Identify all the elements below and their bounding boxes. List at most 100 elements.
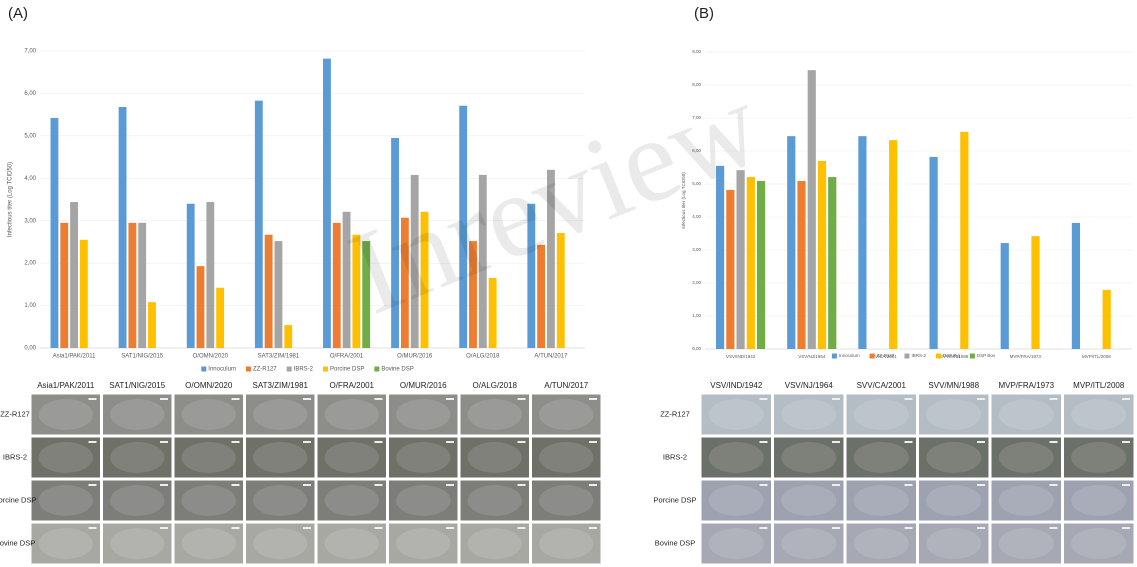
micrograph xyxy=(990,479,1062,522)
micrograph-well xyxy=(110,399,165,430)
micrograph xyxy=(102,522,173,565)
micrograph-well xyxy=(853,485,909,516)
bar xyxy=(410,174,419,348)
micrograph-well xyxy=(253,528,308,559)
bar xyxy=(807,70,816,350)
y-tick-label: 2,00 xyxy=(692,280,701,285)
scale-bar xyxy=(832,527,840,529)
micrograph xyxy=(1063,436,1135,479)
micrograph-well xyxy=(708,528,764,559)
micrograph xyxy=(990,522,1062,565)
micrograph-column-label: VSV/NJ/1964 xyxy=(785,381,834,390)
x-tick-label: SVV/MN/1988 xyxy=(940,354,969,359)
scale-bar xyxy=(589,441,597,443)
micrograph xyxy=(918,522,990,565)
scale-bar xyxy=(231,441,240,443)
micrograph xyxy=(459,393,530,436)
bar xyxy=(527,203,536,348)
bar xyxy=(400,217,409,348)
y-tick-label: 5,00 xyxy=(24,133,36,139)
micrograph xyxy=(316,393,387,436)
x-tick-label: O/FRA/2001 xyxy=(330,354,364,360)
scale-bar xyxy=(759,527,768,529)
scale-bar xyxy=(517,484,526,486)
legend-swatch xyxy=(286,366,292,372)
scale-bar xyxy=(88,398,97,400)
bar xyxy=(79,239,88,348)
micrograph xyxy=(773,436,845,479)
bar xyxy=(488,277,497,348)
x-tick-label: O/ALG/2018 xyxy=(466,354,500,360)
micrograph-row-label: Bovine DSP xyxy=(655,538,695,547)
bar xyxy=(858,136,867,349)
bar xyxy=(362,241,371,348)
x-tick-label: A/TUN/2017 xyxy=(534,354,568,360)
scale-bar xyxy=(589,398,597,400)
micrograph xyxy=(845,393,917,436)
scale-bar xyxy=(303,484,311,486)
x-tick-label: O/MUR/2016 xyxy=(397,354,433,360)
bar xyxy=(274,241,283,348)
micrograph-row-label: Bovine DSP xyxy=(0,538,35,547)
bar xyxy=(715,165,725,349)
scale-bar xyxy=(88,527,97,529)
micrograph-well xyxy=(539,485,594,516)
y-axis-label: Infectious titer (Log TCID50) xyxy=(8,162,14,237)
micrograph xyxy=(773,522,845,565)
micrograph-well xyxy=(998,485,1054,516)
legend-label: Bovine DSP xyxy=(381,367,413,373)
bar xyxy=(459,105,468,349)
y-tick-label: 6,00 xyxy=(692,148,701,153)
scale-bar xyxy=(374,441,383,443)
micrograph-well xyxy=(926,485,982,516)
micrograph xyxy=(531,393,602,436)
micrograph-row-label: IBRS-2 xyxy=(3,452,27,461)
micrograph-well xyxy=(708,485,764,516)
micrograph xyxy=(1063,479,1135,522)
bar xyxy=(469,241,477,348)
scale-bar xyxy=(904,441,913,443)
scale-bar xyxy=(589,527,597,529)
scale-bar xyxy=(446,398,454,400)
bar xyxy=(50,118,59,348)
panel-label: (A) xyxy=(8,5,28,22)
micrograph xyxy=(388,522,459,565)
legend-swatch xyxy=(969,353,975,359)
bar xyxy=(547,169,555,348)
micrograph xyxy=(700,479,772,522)
scale-bar xyxy=(904,398,913,400)
micrograph-column-label: O/FRA/2001 xyxy=(330,381,375,390)
micrograph xyxy=(918,393,990,436)
micrograph-well xyxy=(539,528,594,559)
micrograph-well xyxy=(181,485,236,516)
micrograph xyxy=(990,393,1062,436)
scale-bar xyxy=(303,441,311,443)
micrograph xyxy=(531,479,602,522)
micrograph-well xyxy=(781,528,837,559)
micrograph-well xyxy=(1071,442,1127,473)
legend-label: Innoculum xyxy=(839,353,860,358)
micrograph-well xyxy=(38,485,93,516)
micrograph-well xyxy=(467,442,522,473)
micrograph xyxy=(700,393,772,436)
bar xyxy=(420,211,429,348)
micrograph-well xyxy=(110,442,165,473)
scale-bar xyxy=(1122,484,1130,486)
legend-swatch xyxy=(322,366,328,372)
legend-swatch xyxy=(831,353,837,359)
bar xyxy=(391,137,399,348)
micrograph-well xyxy=(181,442,236,473)
legend-label: DSP Pig xyxy=(943,353,960,358)
watermark: Inreview xyxy=(333,56,779,339)
scale-bar xyxy=(1049,527,1058,529)
micrograph xyxy=(316,522,387,565)
bar xyxy=(284,325,293,348)
micrograph-well xyxy=(853,399,909,430)
legend-label: IBRS-2 xyxy=(911,353,926,358)
micrograph xyxy=(531,522,602,565)
micrograph-row-label: IBRS-2 xyxy=(663,452,687,461)
scale-bar xyxy=(977,398,985,400)
legend-label: Porcine DSP xyxy=(330,367,364,373)
scale-bar xyxy=(1049,484,1058,486)
micrograph-column-label: VSV/IND/1942 xyxy=(710,381,763,390)
